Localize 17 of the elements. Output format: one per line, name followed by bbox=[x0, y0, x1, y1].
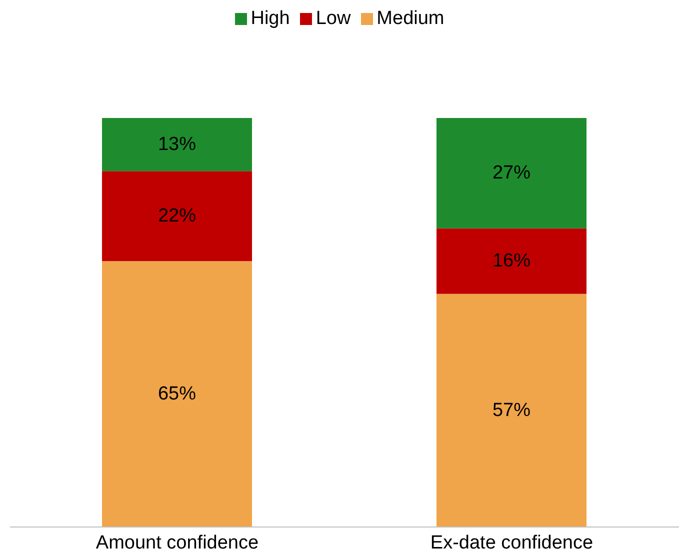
data-label: 16% bbox=[492, 250, 531, 272]
bar bbox=[102, 118, 252, 172]
x-tick-label: Ex-date confidence bbox=[430, 532, 594, 554]
bar bbox=[102, 171, 252, 262]
data-label: 13% bbox=[158, 134, 196, 156]
data-label: 65% bbox=[158, 384, 196, 405]
bar bbox=[102, 261, 252, 527]
bar bbox=[436, 228, 586, 294]
x-tick-label: Amount confidence bbox=[96, 532, 259, 554]
bar bbox=[436, 118, 586, 228]
data-label: 22% bbox=[158, 206, 196, 227]
legend-label: High bbox=[250, 8, 290, 29]
bar bbox=[436, 294, 586, 527]
data-label: 27% bbox=[492, 162, 531, 184]
legend-label: Medium bbox=[376, 8, 444, 29]
data-label: 57% bbox=[492, 400, 531, 421]
legend-label: Low bbox=[316, 8, 351, 29]
